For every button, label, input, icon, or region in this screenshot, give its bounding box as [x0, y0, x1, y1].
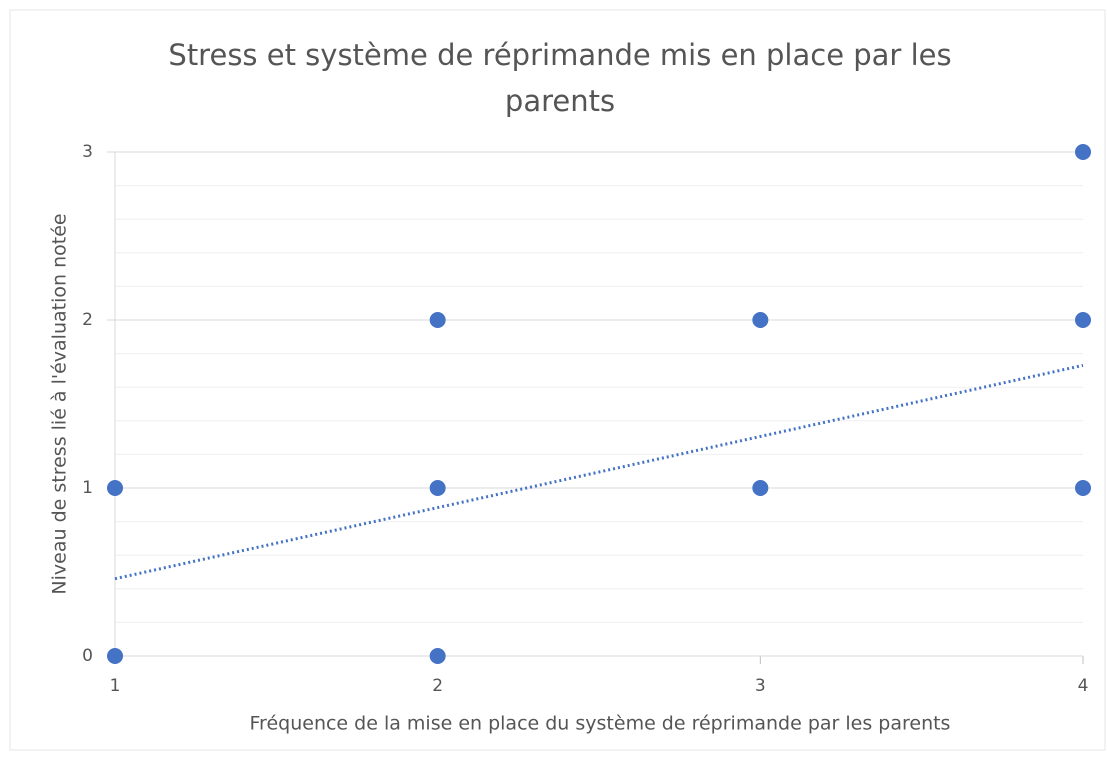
- scatter-point: [107, 480, 123, 496]
- x-tick-label: 3: [755, 676, 766, 696]
- chart-title: Stress et système de réprimande mis en p…: [168, 38, 952, 118]
- x-tick-label: 4: [1078, 676, 1089, 696]
- y-tick-label: 2: [82, 310, 93, 330]
- scatter-point: [1075, 312, 1091, 328]
- trendline: [114, 363, 1084, 581]
- x-axis-label: Fréquence de la mise en place du système…: [250, 713, 951, 735]
- y-tick-label: 3: [82, 142, 93, 162]
- y-tick-label: 0: [82, 646, 93, 666]
- scatter-point: [752, 312, 769, 328]
- scatter-point: [1075, 480, 1091, 496]
- scatter-point: [429, 480, 446, 496]
- x-tick-label: 1: [110, 676, 121, 696]
- chart-border: [9, 9, 1106, 751]
- scatter-point: [1075, 144, 1091, 160]
- scatter-point: [752, 480, 769, 496]
- scatter-point: [429, 312, 446, 328]
- y-axis-label: Niveau de stress lié à l'évaluation noté…: [49, 213, 71, 594]
- scatter-point: [429, 648, 446, 664]
- y-tick-label: 1: [82, 478, 93, 498]
- scatter-point: [107, 648, 123, 664]
- x-tick-label: 2: [432, 676, 443, 696]
